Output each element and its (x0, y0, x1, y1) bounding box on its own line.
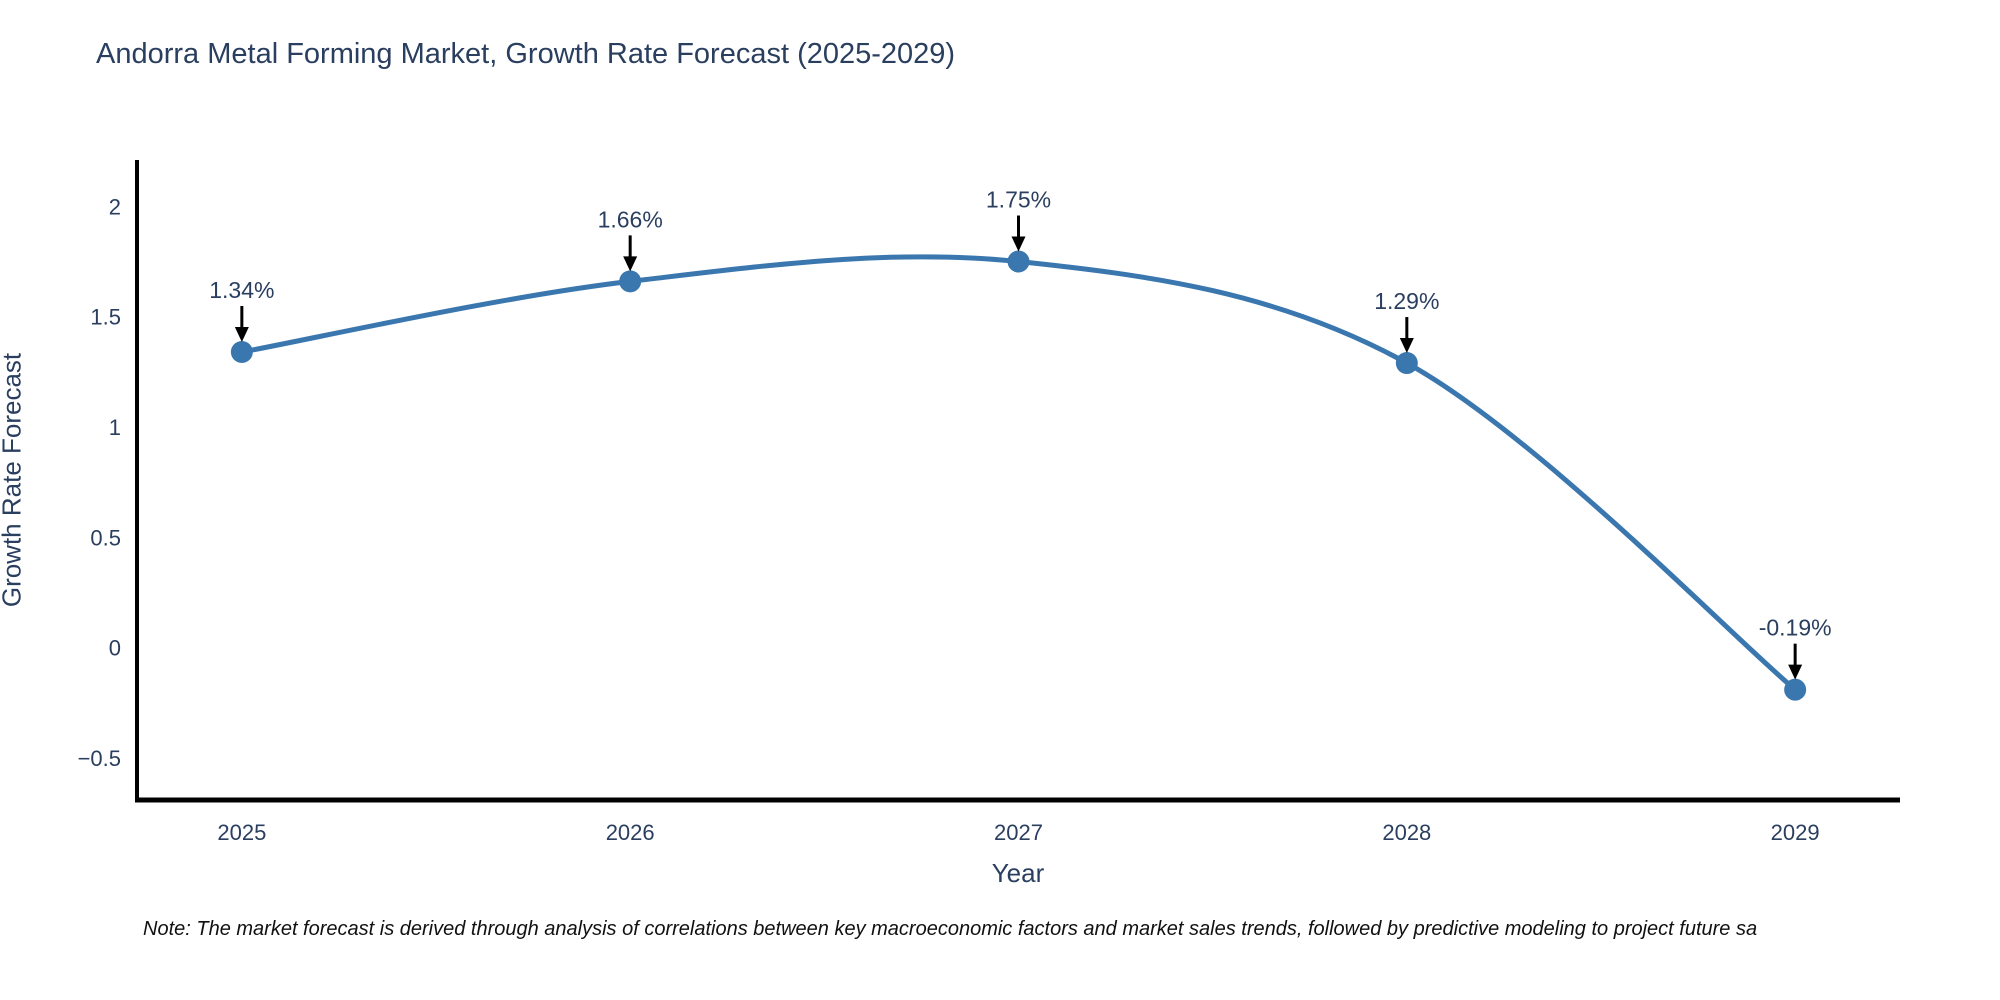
x-tick-label: 2028 (1382, 820, 1431, 845)
data-point-label: 1.34% (209, 277, 274, 303)
data-point-marker (1395, 352, 1418, 375)
annotation-arrowhead (623, 256, 638, 272)
chart-title: Andorra Metal Forming Market, Growth Rat… (96, 38, 956, 70)
footnote: Note: The market forecast is derived thr… (143, 918, 1758, 940)
data-point-marker (1007, 250, 1030, 273)
x-tick-label: 2026 (606, 820, 655, 845)
x-axis-title: Year (991, 858, 1045, 888)
data-point-label: 1.75% (986, 187, 1051, 213)
y-tick-label: 1 (109, 415, 121, 440)
data-point-label: 1.66% (598, 206, 663, 232)
x-tick-label: 2029 (1771, 820, 1820, 845)
x-tick-label: 2027 (994, 820, 1043, 845)
y-tick-label: −0.5 (78, 746, 121, 771)
y-tick-label: 0.5 (90, 525, 121, 550)
annotation-arrowhead (1011, 236, 1026, 252)
data-point-marker (230, 341, 253, 363)
annotation-arrowhead (234, 327, 249, 342)
data-point-label: 1.29% (1374, 288, 1439, 314)
data-point-label: -0.19% (1759, 615, 1832, 641)
y-tick-label: 1.5 (90, 305, 121, 330)
y-tick-label: 2 (109, 194, 121, 219)
data-point-marker (619, 270, 642, 293)
trend-line (239, 254, 1798, 693)
data-point-marker (1784, 678, 1807, 701)
annotation-arrowhead (1399, 338, 1414, 354)
annotation-arrowhead (1788, 664, 1803, 680)
y-tick-label: 0 (109, 636, 121, 661)
x-tick-label: 2025 (217, 820, 266, 845)
y-axis-title: Growth Rate Forecast (0, 352, 27, 608)
